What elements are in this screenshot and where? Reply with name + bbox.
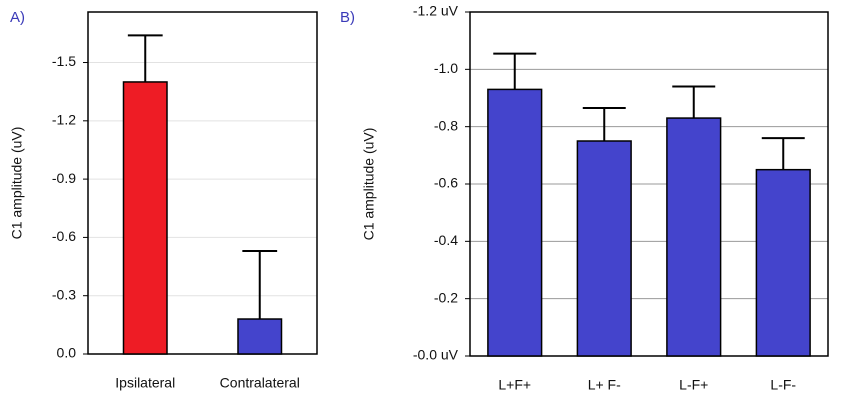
y-tick-label: -1.2 <box>52 112 76 128</box>
bar <box>666 117 722 357</box>
bar <box>237 318 283 355</box>
y-tick-label: -1.5 <box>52 53 76 69</box>
bar <box>487 88 543 357</box>
y-tick-label: -0.6 <box>434 175 458 191</box>
panel-label: A) <box>10 9 25 26</box>
y-tick-label: -0.2 <box>434 289 458 305</box>
bar <box>576 140 632 357</box>
x-tick-label: L-F- <box>770 377 796 393</box>
y-tick-label: -1.0 <box>434 60 458 76</box>
y-tick-label: -0.0 uV <box>413 347 459 363</box>
plot-frame <box>469 11 829 357</box>
x-tick-label: L-F+ <box>679 377 708 393</box>
y-tick-label: -0.9 <box>52 170 76 186</box>
y-tick-label: -0.3 <box>52 286 76 302</box>
bar <box>122 81 168 355</box>
x-tick-label: Ipsilateral <box>115 375 175 391</box>
y-tick-label: -0.8 <box>434 117 458 133</box>
bar <box>755 168 811 357</box>
y-tick-label: -0.6 <box>52 228 76 244</box>
x-tick-label: L+F+ <box>498 377 531 393</box>
y-tick-label: -1.2 uV <box>413 3 459 19</box>
y-tick-label: 0.0 <box>57 345 77 361</box>
panel-label: B) <box>340 9 355 26</box>
y-axis-label: C1 amplitude (uV) <box>361 128 377 241</box>
y-tick-label: -0.4 <box>434 232 458 248</box>
x-tick-label: L+ F- <box>588 377 621 393</box>
x-tick-label: Contralateral <box>220 375 300 391</box>
plot-frame <box>87 11 318 355</box>
y-axis-label: C1 amplitude (uV) <box>9 127 25 240</box>
